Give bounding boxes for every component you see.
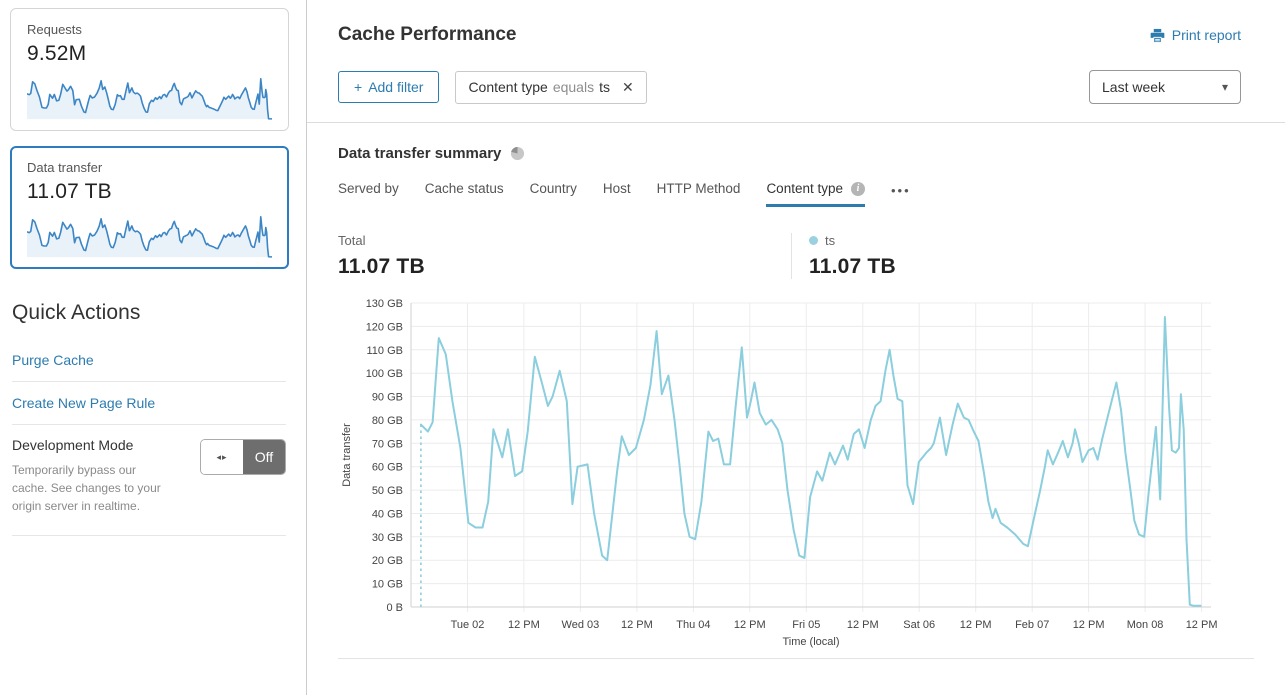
filter-chip-content-type[interactable]: Content type equals ts ✕ <box>455 70 647 104</box>
metric-label: Requests <box>27 22 82 37</box>
svg-text:20 GB: 20 GB <box>372 555 403 567</box>
tab-country[interactable]: Country <box>529 181 577 196</box>
sampled-data-pie-icon <box>511 146 525 161</box>
svg-text:110 GB: 110 GB <box>367 345 404 357</box>
plus-icon: + <box>354 79 363 95</box>
filter-chip-field: Content type <box>468 79 548 95</box>
add-filter-button[interactable]: + Add filter <box>338 71 440 103</box>
create-page-rule-link[interactable]: Create New Page Rule <box>12 381 286 424</box>
tab-content-type[interactable]: Content type i <box>766 181 865 207</box>
svg-text:12 PM: 12 PM <box>1073 619 1105 631</box>
tab-content-type-label: Content type <box>766 181 843 196</box>
data-transfer-sparkline-chart <box>27 215 272 258</box>
development-mode-row: Development Mode Temporarily bypass our … <box>12 425 286 536</box>
totals-row: Total 11.07 TB ts 11.07 TB <box>338 233 1254 279</box>
svg-text:40 GB: 40 GB <box>372 509 403 521</box>
more-tabs-icon[interactable]: ••• <box>891 183 911 198</box>
metric-card-requests[interactable]: Requests 9.52M <box>10 8 289 131</box>
svg-text:Time (local): Time (local) <box>782 636 839 648</box>
time-range-select[interactable]: Last week ▾ <box>1089 70 1241 104</box>
svg-text:Wed 03: Wed 03 <box>562 619 600 631</box>
cache-performance-main: Cache Performance Print report + Add fil… <box>306 0 1285 695</box>
total-label: Total <box>338 233 366 248</box>
section-title: Data transfer summary <box>338 145 502 162</box>
svg-text:Thu 04: Thu 04 <box>676 619 710 631</box>
series-legend[interactable]: ts 11.07 TB <box>791 233 896 279</box>
svg-text:Fri 05: Fri 05 <box>792 619 820 631</box>
printer-icon <box>1150 28 1165 42</box>
svg-text:Feb 07: Feb 07 <box>1015 619 1049 631</box>
svg-text:12 PM: 12 PM <box>847 619 879 631</box>
time-range-value: Last week <box>1102 79 1166 95</box>
svg-text:30 GB: 30 GB <box>372 532 403 544</box>
metric-value: 9.52M <box>27 42 87 65</box>
tab-host[interactable]: Host <box>602 181 631 196</box>
data-transfer-summary-section: Data transfer summary Served by Cache st… <box>307 123 1285 670</box>
total-value: 11.07 TB <box>338 255 425 278</box>
development-mode-description: Temporarily bypass our cache. See change… <box>12 463 161 513</box>
ts-legend-label: ts <box>825 233 836 248</box>
svg-text:10 GB: 10 GB <box>372 579 403 591</box>
svg-text:70 GB: 70 GB <box>372 438 403 450</box>
svg-text:12 PM: 12 PM <box>734 619 766 631</box>
page-header: Cache Performance Print report + Add fil… <box>307 0 1285 123</box>
analytics-sidebar: Requests 9.52M Data transfer 11.07 TB Qu… <box>0 0 306 695</box>
svg-text:80 GB: 80 GB <box>372 415 403 427</box>
metric-label: Data transfer <box>27 160 103 175</box>
page-title: Cache Performance <box>338 24 517 45</box>
svg-text:Sat 06: Sat 06 <box>903 619 935 631</box>
development-mode-label: Development Mode <box>12 437 134 453</box>
tab-cache-status[interactable]: Cache status <box>424 181 504 196</box>
svg-text:12 PM: 12 PM <box>621 619 653 631</box>
svg-text:Mon 08: Mon 08 <box>1127 619 1164 631</box>
purge-cache-link[interactable]: Purge Cache <box>12 352 94 368</box>
section-divider <box>338 658 1254 670</box>
svg-text:12 PM: 12 PM <box>508 619 540 631</box>
add-filter-label: Add filter <box>368 79 424 95</box>
ts-legend-dot-icon <box>809 236 818 245</box>
data-transfer-chart: 0 B 10 GB 20 GB 30 GB 40 GB 50 GB 60 GB 70 GB 80… <box>338 293 1254 653</box>
tab-http-method[interactable]: HTTP Method <box>656 181 741 196</box>
dimension-tabs: Served by Cache status Country Host HTTP… <box>338 181 1254 207</box>
svg-text:Tue 02: Tue 02 <box>451 619 485 631</box>
print-report-label: Print report <box>1171 27 1241 43</box>
ts-series-value: 11.07 TB <box>809 255 896 278</box>
remove-filter-icon[interactable]: ✕ <box>621 78 634 95</box>
svg-text:50 GB: 50 GB <box>372 485 403 497</box>
time-series-chart-canvas: 0 B 10 GB 20 GB 30 GB 40 GB 50 GB 60 GB 70 GB 80… <box>341 298 1218 648</box>
filter-chip-operator: equals <box>552 79 595 95</box>
svg-text:130 GB: 130 GB <box>366 298 403 310</box>
toggle-state-label: Off <box>243 440 285 474</box>
svg-text:Data transfer: Data transfer <box>341 423 353 487</box>
print-report-link[interactable]: Print report <box>1150 27 1241 43</box>
info-icon[interactable]: i <box>851 181 865 196</box>
quick-actions-title: Quick Actions <box>12 301 141 324</box>
chevron-down-icon: ▾ <box>1221 80 1228 94</box>
svg-text:12 PM: 12 PM <box>1186 619 1218 631</box>
svg-text:12 PM: 12 PM <box>960 619 992 631</box>
quick-actions-panel: Quick Actions Purge Cache Create New Pag… <box>12 301 286 536</box>
svg-text:90 GB: 90 GB <box>372 392 403 404</box>
metric-card-data-transfer[interactable]: Data transfer 11.07 TB <box>10 146 289 269</box>
svg-text:100 GB: 100 GB <box>366 368 403 380</box>
filter-chip-value: ts <box>599 79 610 95</box>
metric-value: 11.07 TB <box>27 180 112 203</box>
svg-text:0 B: 0 B <box>386 602 403 614</box>
requests-sparkline-chart <box>27 77 272 120</box>
tab-served-by[interactable]: Served by <box>338 181 399 196</box>
svg-text:60 GB: 60 GB <box>372 462 403 474</box>
toggle-arrows-icon: ◂▸ <box>201 440 243 474</box>
svg-text:120 GB: 120 GB <box>366 321 403 333</box>
development-mode-toggle[interactable]: ◂▸ Off <box>200 439 286 475</box>
